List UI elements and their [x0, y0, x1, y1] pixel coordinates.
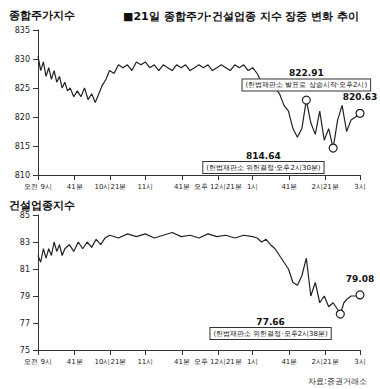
svg-text:11시: 11시 — [137, 358, 153, 366]
svg-text:814.64: 814.64 — [246, 151, 281, 161]
svg-text:79: 79 — [20, 292, 30, 301]
svg-text:1시: 1시 — [247, 358, 258, 366]
svg-text:825: 825 — [15, 84, 30, 93]
svg-text:(헌법재판소 위헌결정·오후2시38분): (헌법재판소 위헌결정·오후2시38분) — [213, 330, 328, 338]
svg-text:41분: 41분 — [281, 358, 297, 366]
svg-text:77.66: 77.66 — [256, 317, 284, 327]
svg-text:(헌법재판소 위헌결정·오후2시30분): (헌법재판소 위헌결정·오후2시30분) — [206, 164, 321, 172]
svg-text:오전 9시: 오전 9시 — [24, 358, 52, 366]
svg-text:822.91: 822.91 — [289, 68, 324, 78]
svg-text:3시: 3시 — [354, 358, 365, 366]
svg-text:81: 81 — [20, 265, 30, 274]
svg-text:종합주가지수: 종합주가지수 — [9, 9, 75, 22]
svg-text:41분: 41분 — [67, 183, 83, 191]
svg-text:건설업종지수: 건설업종지수 — [9, 199, 75, 212]
svg-text:(헌법재판소 발표로 상승시작·오후2시): (헌법재판소 발표로 상승시작·오후2시) — [246, 81, 368, 89]
svg-text:11시: 11시 — [137, 183, 153, 191]
svg-text:41분: 41분 — [281, 183, 297, 191]
svg-text:오후 12시21분: 오후 12시21분 — [194, 358, 242, 366]
svg-text:■21일 종합주가·건설업종 지수 장중 변화 추이: ■21일 종합주가·건설업종 지수 장중 변화 추이 — [123, 10, 359, 23]
svg-text:75: 75 — [20, 346, 30, 355]
svg-text:810: 810 — [15, 171, 30, 180]
svg-text:10시21분: 10시21분 — [95, 358, 127, 366]
svg-text:오후 12시21분: 오후 12시21분 — [194, 183, 242, 191]
svg-text:41분: 41분 — [174, 358, 190, 366]
svg-text:2시21분: 2시21분 — [311, 358, 338, 366]
svg-text:83: 83 — [20, 238, 30, 247]
svg-text:3시: 3시 — [354, 183, 365, 191]
svg-text:1시: 1시 — [247, 183, 258, 191]
svg-text:오전 9시: 오전 9시 — [24, 183, 52, 191]
svg-text:830: 830 — [15, 55, 30, 64]
svg-text:79.08: 79.08 — [346, 274, 374, 284]
svg-text:820: 820 — [15, 113, 30, 122]
svg-text:10시21분: 10시21분 — [95, 183, 127, 191]
svg-text:835: 835 — [15, 26, 30, 35]
svg-text:41분: 41분 — [174, 183, 190, 191]
svg-text:77: 77 — [20, 319, 30, 328]
svg-text:815: 815 — [15, 142, 30, 151]
svg-text:2시21분: 2시21분 — [311, 183, 338, 191]
svg-text:41분: 41분 — [67, 358, 83, 366]
svg-text:85: 85 — [19, 210, 30, 220]
svg-text:자료:증권거래소: 자료:증권거래소 — [308, 377, 367, 386]
svg-text:820.63: 820.63 — [343, 92, 378, 102]
